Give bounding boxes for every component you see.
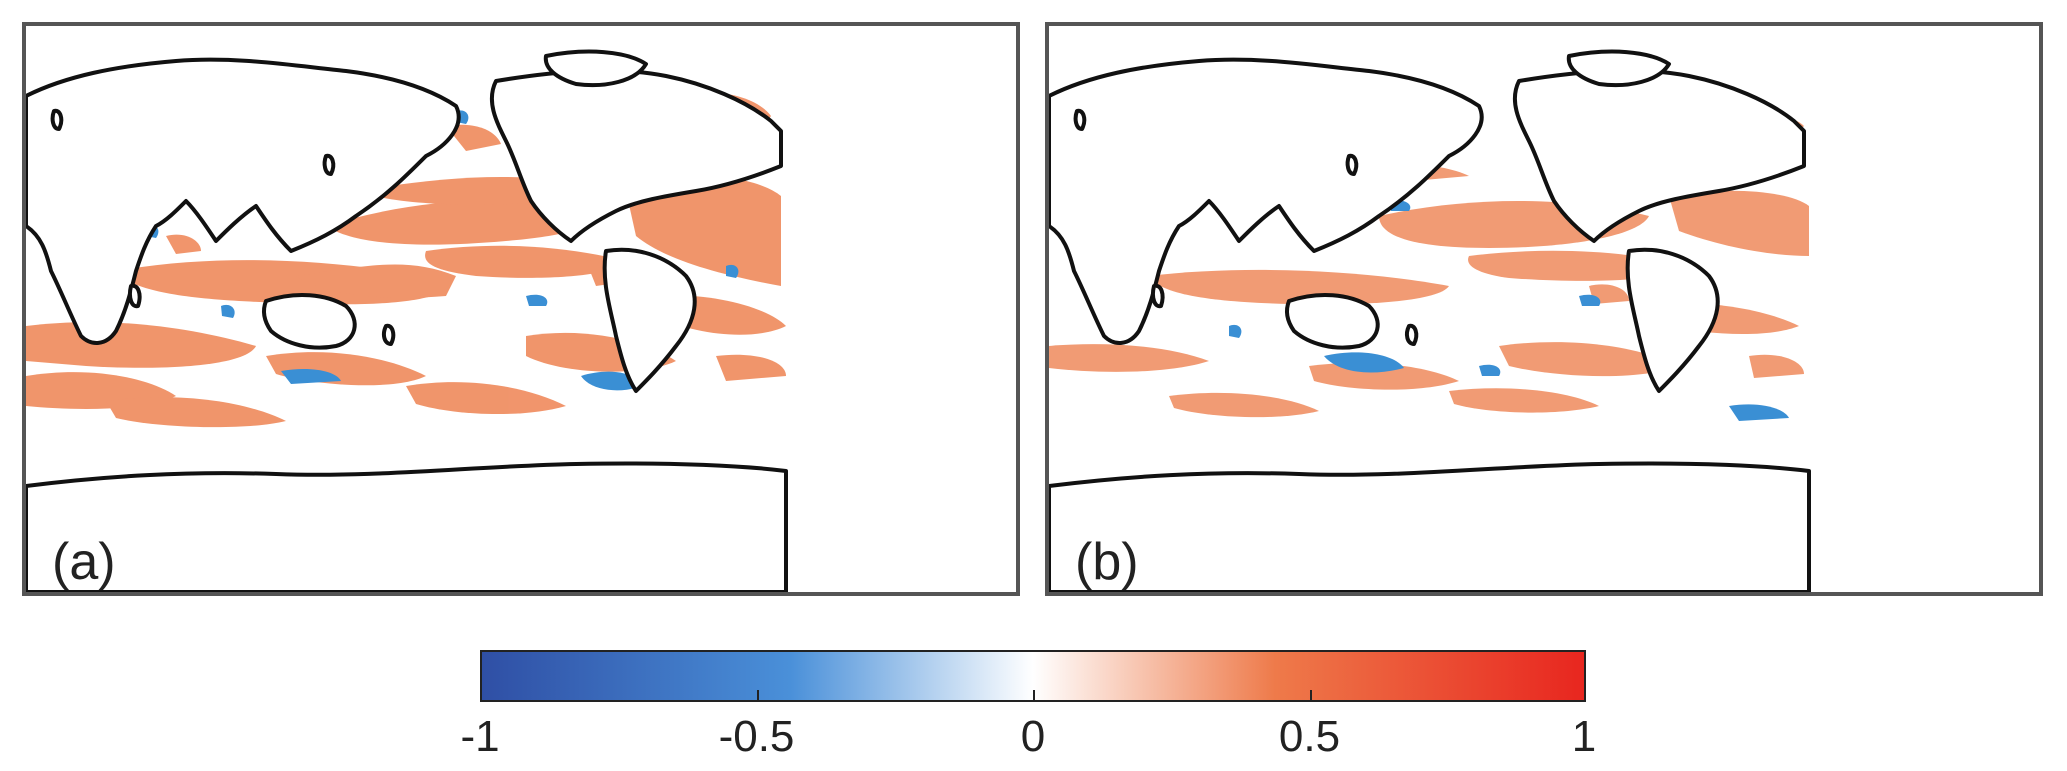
north-america-landmass — [1512, 68, 1806, 243]
colorbar-tick-mark — [1309, 690, 1312, 702]
eurasia-africa-landmass — [26, 57, 461, 345]
colorbar-tick-label: 0 — [1020, 712, 1046, 761]
colorbar-tick-label: -0.5 — [718, 712, 795, 761]
australia-landmass — [261, 292, 357, 350]
anomaly-positive-layer — [1049, 114, 1809, 418]
world-map-b — [1049, 49, 1811, 592]
japan-island — [1345, 153, 1359, 176]
coastline-layer — [26, 49, 788, 592]
panel-label-b: (b) — [1075, 533, 1139, 591]
south-america-landmass — [1625, 247, 1720, 393]
colorbar-tick-mark — [756, 690, 759, 702]
panel-label-a: (a) — [52, 533, 116, 591]
map-panel-b: (b) — [1045, 22, 2043, 596]
eurasia-africa-landmass — [1049, 57, 1484, 345]
map-panel-a: (a) — [22, 22, 1020, 596]
coastline-layer — [1049, 49, 1811, 592]
madagascar-island — [1150, 283, 1165, 309]
colorbar-tick-mark — [480, 690, 482, 702]
antarctica-landmass — [1049, 461, 1811, 592]
greenland-landmass — [543, 49, 648, 88]
australia-landmass — [1284, 292, 1380, 350]
uk-island — [50, 108, 64, 131]
antarctica-landmass — [26, 461, 788, 592]
japan-island — [322, 153, 336, 176]
colorbar-tick-label: 1 — [1571, 712, 1597, 761]
colorbar-tick-label: 0.5 — [1278, 712, 1341, 761]
south-america-landmass — [602, 247, 697, 393]
colorbar-tick-label: -1 — [460, 712, 500, 761]
new-zealand-island — [1404, 323, 1419, 346]
uk-island — [1073, 108, 1087, 131]
madagascar-island — [127, 283, 142, 309]
north-america-landmass — [489, 68, 783, 243]
world-map-a — [26, 49, 788, 592]
new-zealand-island — [381, 323, 396, 346]
greenland-landmass — [1566, 49, 1671, 88]
colorbar-legend: -1 -0.5 0 0.5 1 — [460, 650, 1596, 771]
colorbar-tick-mark — [1033, 690, 1035, 702]
colorbar-tick-mark — [1584, 690, 1586, 702]
